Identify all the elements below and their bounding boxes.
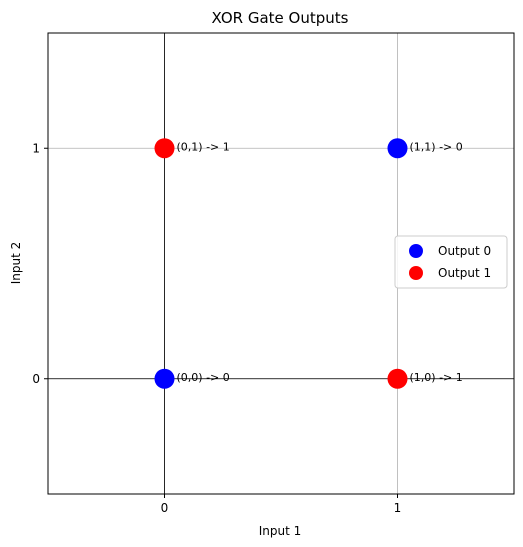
data-point [154,138,175,159]
x-tick-label: 1 [394,501,402,515]
legend-marker-output-0 [409,244,423,258]
legend-label-output-1: Output 1 [438,266,491,280]
legend: Output 0 Output 1 [394,235,508,289]
plot-area-frame [47,32,515,495]
legend-marker-output-1 [409,266,423,280]
point-labels: (0,0) -> 0 (1,1) -> 0 (0,1) -> 1 (1,0) -> 1 [177,140,463,384]
point-annotation: (0,0) -> 0 [177,371,230,384]
point-annotation: (1,0) -> 1 [410,371,463,384]
point-annotation: (0,1) -> 1 [177,140,230,153]
data-point [387,138,408,159]
y-tick-label: 1 [32,141,40,155]
y-tick-label: 0 [32,372,40,386]
point-annotation: (1,1) -> 0 [410,140,463,153]
legend-label-output-0: Output 0 [438,244,491,258]
legend-box [394,235,508,289]
axis-ticks: 0 1 0 1 [32,141,401,515]
data-points [154,138,408,389]
chart-title: XOR Gate Outputs [212,9,349,27]
data-point [154,368,175,389]
y-axis-label: Input 2 [9,242,23,285]
x-axis-label: Input 1 [259,524,302,538]
reference-lines [48,33,514,494]
data-point [387,368,408,389]
x-tick-label: 0 [161,501,169,515]
